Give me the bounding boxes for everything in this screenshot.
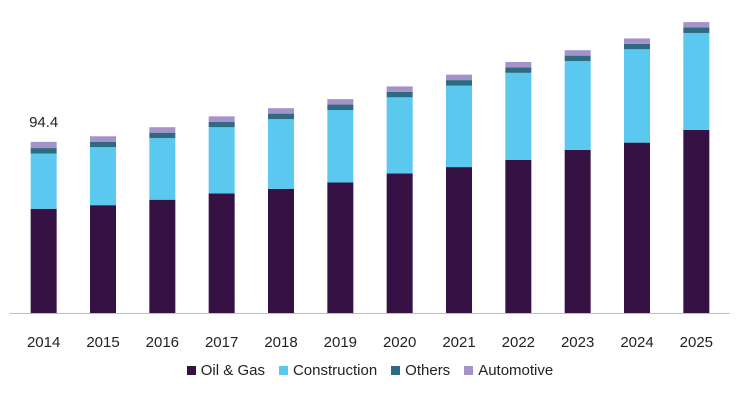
x-tick-label: 2022 xyxy=(502,334,535,351)
x-tick-label: 2014 xyxy=(27,334,60,351)
x-tick-label: 2019 xyxy=(324,334,357,351)
bar-2024-construction xyxy=(624,49,650,143)
bar-2014-automotive xyxy=(30,141,57,149)
legend-swatch xyxy=(391,366,401,375)
bar-2016-automotive xyxy=(149,127,176,133)
bar-2025-construction xyxy=(683,32,710,130)
legend-swatch xyxy=(464,366,474,375)
x-tick-label: 2018 xyxy=(264,334,297,351)
bar-2020-automotive xyxy=(386,86,413,92)
legend-item-others: Others xyxy=(391,362,450,379)
bar-2020-construction xyxy=(386,97,413,174)
bar-2021-automotive xyxy=(446,74,472,81)
bar-2016-oil-gas xyxy=(149,199,176,313)
bar-2024-oil-gas xyxy=(624,142,650,313)
bar-2024-others xyxy=(624,43,650,50)
bar-2017-oil-gas xyxy=(208,193,235,313)
x-tick-label: 2024 xyxy=(620,334,653,351)
bar-2022-construction xyxy=(505,72,532,160)
legend-label: Others xyxy=(405,362,451,379)
bar-2019-oil-gas xyxy=(327,182,354,313)
bar-2020-others xyxy=(386,91,413,98)
x-tick-label: 2021 xyxy=(442,334,475,351)
legend: Oil & Gas Construction Others Automotive xyxy=(0,362,740,379)
bar-2016-construction xyxy=(149,138,176,200)
bar-2018-others xyxy=(268,113,294,120)
bar-2022-automotive xyxy=(505,61,532,68)
legend-label: Oil & Gas xyxy=(200,362,265,379)
x-tick-label: 2015 xyxy=(86,334,119,351)
bar-2015-automotive xyxy=(90,136,116,142)
bar-2022-others xyxy=(505,67,532,73)
bar-2021-construction xyxy=(446,85,472,168)
bar-2017-others xyxy=(208,121,235,128)
bar-2023-oil-gas xyxy=(564,149,591,313)
bar-2024-automotive xyxy=(624,38,650,44)
bar-2021-oil-gas xyxy=(446,167,472,313)
bar-2014-construction xyxy=(30,153,57,209)
bar-2023-construction xyxy=(564,61,591,150)
bar-2018-oil-gas xyxy=(268,188,294,313)
bar-2025-others xyxy=(683,27,710,33)
bar-2015-others xyxy=(90,141,116,148)
bar-2025-automotive xyxy=(683,22,710,28)
bar-2025-oil-gas xyxy=(683,129,710,313)
legend-item-construction: Construction xyxy=(278,362,378,379)
bar-2023-others xyxy=(564,55,591,62)
bar-2023-automotive xyxy=(564,50,591,56)
bar-2018-construction xyxy=(268,119,294,189)
x-tick-label: 2017 xyxy=(205,334,238,351)
bar-2020-oil-gas xyxy=(386,173,413,313)
legend-item-oil-gas: Oil & Gas xyxy=(186,362,265,379)
legend-item-automotive: Automotive xyxy=(464,362,553,379)
data-labels: 94.4 xyxy=(29,114,58,131)
bar-2014-others xyxy=(30,148,57,154)
x-tick-label: 2020 xyxy=(383,334,416,351)
legend-swatch xyxy=(186,366,196,375)
x-tick-label: 2025 xyxy=(680,334,713,351)
bar-2019-automotive xyxy=(327,99,354,105)
x-tick-label: 2016 xyxy=(146,334,179,351)
bar-2014-oil-gas xyxy=(30,208,57,313)
bar-2019-construction xyxy=(327,110,354,183)
bar-2017-construction xyxy=(208,127,235,194)
bar-2016-others xyxy=(149,132,176,139)
bar-2022-oil-gas xyxy=(505,159,532,313)
legend-swatch xyxy=(278,366,288,375)
bar-2015-construction xyxy=(90,147,116,206)
bar-2021-others xyxy=(446,80,472,86)
bar-2019-others xyxy=(327,104,354,110)
bar-2017-automotive xyxy=(208,116,235,122)
x-tick-labels: 2014 2015 2016 2017 2018 2019 2020 2021 2022 2023… xyxy=(27,334,713,351)
data-label-2014: 94.4 xyxy=(29,114,58,131)
bar-2015-oil-gas xyxy=(90,205,116,313)
legend-label: Automotive xyxy=(478,362,554,379)
x-tick-label: 2023 xyxy=(561,334,594,351)
legend-label: Construction xyxy=(292,362,378,379)
bars-group xyxy=(30,22,710,313)
bar-2018-automotive xyxy=(268,108,294,114)
